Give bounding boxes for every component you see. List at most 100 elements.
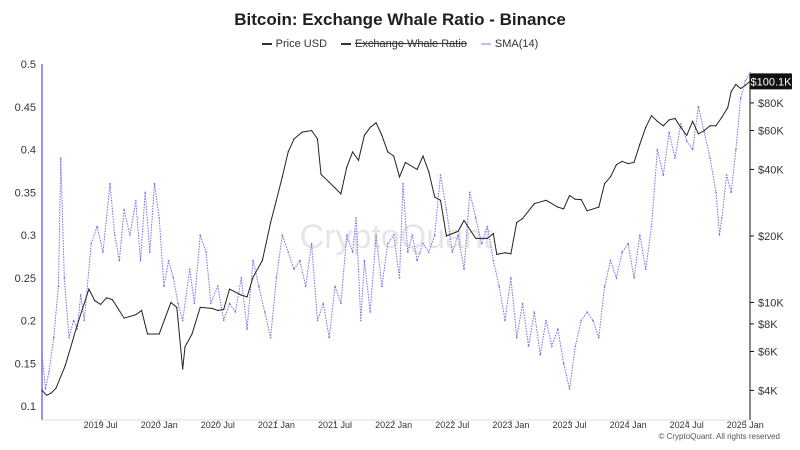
price-usd-point bbox=[287, 151, 289, 153]
sma14-point bbox=[258, 285, 260, 288]
sma14-point bbox=[322, 302, 325, 305]
chart-legend: Price USD Exchange Whale Ratio SMA(14) bbox=[0, 38, 800, 50]
sma14-point bbox=[41, 353, 43, 356]
price-usd-point bbox=[217, 309, 219, 312]
sma14-point bbox=[199, 234, 201, 236]
sma14-point bbox=[445, 208, 448, 211]
price-usd-point bbox=[328, 181, 330, 183]
sma14-point bbox=[457, 234, 459, 236]
sma14-point bbox=[79, 294, 82, 296]
price-usd-point bbox=[311, 129, 313, 132]
x-tick-label: 2025 Jan bbox=[727, 420, 764, 430]
price-usd-point bbox=[715, 125, 717, 127]
sma14-point bbox=[685, 140, 688, 142]
legend-label-exchange-whale-ratio: Exchange Whale Ratio bbox=[355, 38, 467, 50]
price-usd-point bbox=[184, 346, 186, 348]
price-usd-point bbox=[41, 389, 43, 391]
sma14-point bbox=[158, 217, 160, 219]
legend-label-price-usd: Price USD bbox=[275, 38, 328, 50]
price-usd-point bbox=[662, 125, 664, 127]
sma14-point bbox=[149, 251, 151, 253]
sma14-point bbox=[293, 268, 295, 271]
price-usd-point bbox=[211, 307, 213, 309]
price-usd-point bbox=[46, 394, 48, 396]
sma14-point bbox=[334, 285, 336, 288]
sma14-point bbox=[188, 268, 191, 271]
price-usd-point bbox=[334, 187, 336, 189]
price-usd-point bbox=[516, 221, 518, 224]
sma14-point bbox=[402, 182, 404, 185]
sma14-point bbox=[72, 319, 75, 322]
price-usd-point bbox=[633, 161, 635, 164]
price-usd-point bbox=[692, 120, 694, 122]
price-usd-point bbox=[721, 116, 723, 118]
price-usd-point bbox=[369, 126, 371, 128]
y-left-tick-label: 0.15 bbox=[15, 358, 36, 370]
y-right-tick-label: $10K bbox=[758, 297, 784, 309]
sma14-point bbox=[299, 259, 301, 262]
price-usd-point bbox=[346, 166, 348, 168]
sma14-point bbox=[744, 80, 747, 82]
sma14-point bbox=[139, 259, 142, 262]
sma14-point bbox=[627, 242, 629, 245]
sma14-point bbox=[480, 242, 483, 245]
price-usd-point bbox=[439, 199, 442, 201]
price-usd-point bbox=[123, 317, 125, 319]
price-usd-point bbox=[604, 183, 606, 185]
sma14-point bbox=[463, 268, 465, 271]
price-usd-point bbox=[522, 217, 524, 220]
price-usd-point bbox=[680, 126, 682, 128]
price-usd-point bbox=[387, 151, 389, 153]
sma14-point bbox=[562, 362, 565, 365]
price-usd-point bbox=[357, 159, 360, 161]
x-tick-label: 2023 Jul bbox=[552, 420, 586, 430]
legend-item-exchange-whale-ratio[interactable]: Exchange Whale Ratio bbox=[341, 38, 467, 50]
y-right-tick-label: $80K bbox=[758, 98, 784, 110]
price-usd-point bbox=[252, 276, 254, 278]
price-usd-point bbox=[246, 296, 248, 298]
sma14-point bbox=[269, 336, 272, 339]
legend-item-sma14[interactable]: SMA(14) bbox=[480, 38, 539, 50]
sma14-point bbox=[346, 234, 348, 236]
sma14-point bbox=[193, 302, 196, 305]
price-usd-point bbox=[228, 288, 231, 290]
price-usd-point bbox=[404, 161, 406, 164]
x-tick-label: 2021 Jan bbox=[258, 420, 295, 430]
sma14-point bbox=[451, 251, 454, 253]
price-usd-point bbox=[580, 199, 582, 201]
sma14-point bbox=[557, 328, 559, 330]
sma14-point bbox=[76, 328, 78, 330]
sma14-point bbox=[360, 319, 362, 322]
price-usd-point bbox=[463, 219, 465, 222]
sma14-point bbox=[644, 268, 647, 271]
sma14-point bbox=[422, 242, 424, 245]
price-usd-point bbox=[316, 138, 319, 140]
sma14-point bbox=[609, 259, 612, 262]
sma14-point bbox=[163, 285, 165, 288]
x-tick-label: 2024 Jul bbox=[670, 420, 704, 430]
price-usd-point bbox=[650, 115, 653, 117]
price-usd-point bbox=[703, 129, 705, 132]
sma14-point bbox=[181, 319, 184, 322]
price-usd-point bbox=[557, 206, 559, 208]
sma14-point bbox=[316, 319, 319, 322]
sma14-point bbox=[603, 285, 606, 288]
legend-swatch-exchange-whale-ratio bbox=[341, 43, 352, 45]
x-tick-label: 2022 Jan bbox=[375, 420, 412, 430]
legend-item-price-usd[interactable]: Price USD bbox=[261, 38, 328, 50]
sma14-point bbox=[48, 371, 50, 373]
sma14-point bbox=[363, 259, 366, 262]
sma14-point bbox=[351, 251, 354, 253]
y-left-tick-label: 0.5 bbox=[21, 59, 36, 71]
price-usd-point bbox=[64, 364, 66, 366]
sma14-point bbox=[510, 277, 512, 279]
legend-label-sma14: SMA(14) bbox=[494, 38, 539, 50]
y-right-tick-label: $60K bbox=[758, 126, 784, 138]
y-left-tick-label: 0.35 bbox=[15, 187, 36, 199]
sma14-point bbox=[498, 285, 501, 288]
price-usd-point bbox=[545, 199, 547, 201]
sma14-point bbox=[691, 148, 694, 151]
price-usd-point bbox=[615, 164, 618, 166]
sma14-point bbox=[57, 285, 60, 288]
